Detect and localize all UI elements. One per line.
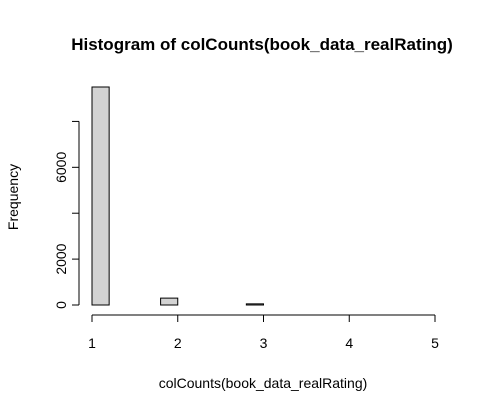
y-axis: 0 2000 6000 bbox=[53, 120, 80, 309]
histogram-bar bbox=[245, 303, 265, 306]
x-tick-label: 4 bbox=[345, 335, 353, 351]
y-tick-label: 0 bbox=[53, 301, 69, 309]
x-axis-label: colCounts(book_data_realRating) bbox=[159, 375, 368, 391]
x-tick-label: 1 bbox=[88, 335, 96, 351]
x-tick-label: 5 bbox=[431, 335, 439, 351]
x-axis: 1 2 3 4 5 bbox=[88, 314, 439, 351]
y-tick-label: 2000 bbox=[53, 243, 69, 274]
bars-group bbox=[91, 86, 265, 306]
histogram-bar bbox=[91, 86, 110, 306]
chart-title: Histogram of colCounts(book_data_realRat… bbox=[71, 35, 453, 54]
x-tick-label: 3 bbox=[260, 335, 268, 351]
y-tick-label: 6000 bbox=[53, 152, 69, 183]
histogram-bar bbox=[160, 297, 179, 306]
y-axis-label: Frequency bbox=[5, 164, 21, 230]
x-tick-label: 2 bbox=[174, 335, 182, 351]
